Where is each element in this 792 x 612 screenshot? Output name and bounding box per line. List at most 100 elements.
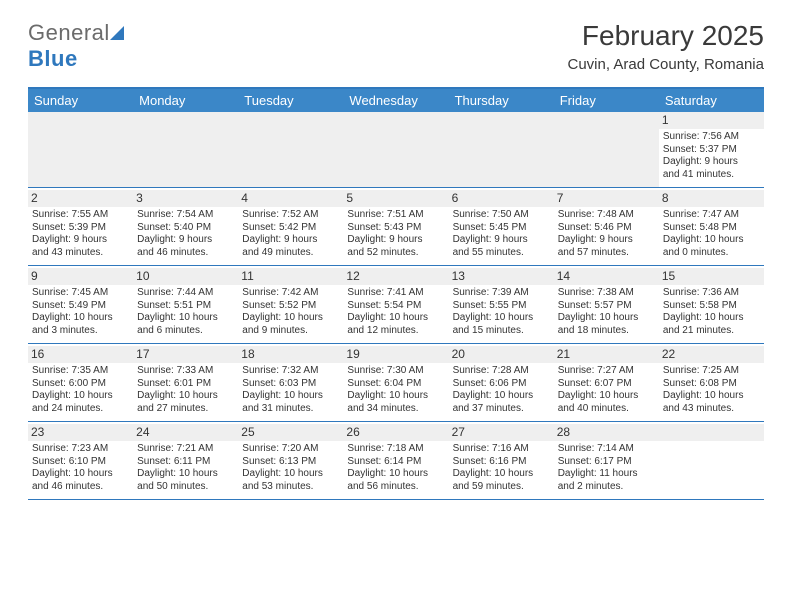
date-number: 28 [554,424,659,441]
daylight-text-2: and 31 minutes. [242,403,339,416]
empty-cell [28,112,133,187]
date-number: 19 [343,346,448,363]
sunrise-text: Sunrise: 7:50 AM [453,209,550,222]
sunrise-text: Sunrise: 7:41 AM [347,287,444,300]
brand-word2: Blue [28,46,78,71]
day-cell: 3Sunrise: 7:54 AMSunset: 5:40 PMDaylight… [133,188,238,265]
date-number: 24 [133,424,238,441]
sunrise-text: Sunrise: 7:21 AM [137,443,234,456]
brand-word1: General [28,20,110,45]
daylight-text-2: and 37 minutes. [453,403,550,416]
empty-cell [659,422,764,499]
daylight-text-2: and 40 minutes. [558,403,655,416]
daylight-text: Daylight: 9 hours [242,234,339,247]
daylight-text-2: and 21 minutes. [663,325,760,338]
sunrise-text: Sunrise: 7:44 AM [137,287,234,300]
week-row-0: 1Sunrise: 7:56 AMSunset: 5:37 PMDaylight… [28,112,764,188]
day-cell: 15Sunrise: 7:36 AMSunset: 5:58 PMDayligh… [659,266,764,343]
daylight-text-2: and 34 minutes. [347,403,444,416]
sunrise-text: Sunrise: 7:35 AM [32,365,129,378]
sunset-text: Sunset: 5:40 PM [137,222,234,235]
day-cell: 24 Sunrise: 7:21 AMSunset: 6:11 PMDayligh… [133,422,238,499]
daylight-text-2: and 3 minutes. [32,325,129,338]
daylight-text-2: and 6 minutes. [137,325,234,338]
sunset-text: Sunset: 6:14 PM [347,456,444,469]
day-cell: 25Sunrise: 7:20 AMSunset: 6:13 PMDayligh… [238,422,343,499]
day-cell: 13Sunrise: 7:39 AMSunset: 5:55 PMDayligh… [449,266,554,343]
daylight-text-2: and 53 minutes. [242,481,339,494]
daylight-text-2: and 52 minutes. [347,247,444,260]
empty-cell [133,112,238,187]
daylight-text: Daylight: 10 hours [663,390,760,403]
empty-cell [343,112,448,187]
sunset-text: Sunset: 6:01 PM [137,378,234,391]
daylight-text: Daylight: 11 hours [558,468,655,481]
week-row: 9Sunrise: 7:45 AMSunset: 5:49 PMDaylight… [28,266,764,344]
sunrise-text: Sunrise: 7:28 AM [453,365,550,378]
daylight-text-2: and 15 minutes. [453,325,550,338]
day-cell: 5Sunrise: 7:51 AMSunset: 5:43 PMDaylight… [343,188,448,265]
daylight-text: Daylight: 9 hours [137,234,234,247]
date-number: 20 [449,346,554,363]
sunset-text: Sunset: 5:39 PM [32,222,129,235]
sunset-text: Sunset: 6:17 PM [558,456,655,469]
daylight-text: Daylight: 10 hours [32,312,129,325]
daylight-text: Daylight: 10 hours [453,390,550,403]
daylight-text-2: and 57 minutes. [558,247,655,260]
sunrise-text: Sunrise: 7:54 AM [137,209,234,222]
sunset-text: Sunset: 6:16 PM [453,456,550,469]
daylight-text: Daylight: 10 hours [453,468,550,481]
date-number: 21 [554,346,659,363]
weekday-header: Monday [133,89,238,112]
sunset-text: Sunset: 5:43 PM [347,222,444,235]
sunrise-text: Sunrise: 7:39 AM [453,287,550,300]
day-cell: 12Sunrise: 7:41 AMSunset: 5:54 PMDayligh… [343,266,448,343]
date-number: 2 [28,190,133,207]
sunrise-text: Sunrise: 7:14 AM [558,443,655,456]
sunset-text: Sunset: 6:03 PM [242,378,339,391]
sunrise-text: Sunrise: 7:47 AM [663,209,760,222]
daylight-text-2: and 59 minutes. [453,481,550,494]
sunset-text: Sunset: 5:52 PM [242,300,339,313]
empty-cell [238,112,343,187]
daylight-text-2: and 12 minutes. [347,325,444,338]
daylight-text: Daylight: 9 hours [663,156,760,169]
sunset-text: Sunset: 5:51 PM [137,300,234,313]
daylight-text: Daylight: 10 hours [137,468,234,481]
day-cell: 9Sunrise: 7:45 AMSunset: 5:49 PMDaylight… [28,266,133,343]
daylight-text-2: and 56 minutes. [347,481,444,494]
sunrise-text: Sunrise: 7:18 AM [347,443,444,456]
day-cell: 7Sunrise: 7:48 AMSunset: 5:46 PMDaylight… [554,188,659,265]
calendar: SundayMondayTuesdayWednesdayThursdayFrid… [28,87,764,500]
daylight-text: Daylight: 10 hours [347,312,444,325]
page-title: February 2025 [568,20,765,52]
sunset-text: Sunset: 6:11 PM [137,456,234,469]
week-row: 16Sunrise: 7:35 AMSunset: 6:00 PMDayligh… [28,344,764,422]
sunset-text: Sunset: 5:49 PM [32,300,129,313]
date-number: 23 [28,424,133,441]
sunset-text: Sunset: 5:37 PM [663,144,760,157]
daylight-text: Daylight: 10 hours [347,390,444,403]
empty-cell [554,112,659,187]
daylight-text: Daylight: 10 hours [137,390,234,403]
date-number: 25 [238,424,343,441]
date-number: 15 [659,268,764,285]
date-number: 8 [659,190,764,207]
day-cell: 22Sunrise: 7:25 AMSunset: 6:08 PMDayligh… [659,344,764,421]
sunrise-text: Sunrise: 7:45 AM [32,287,129,300]
daylight-text-2: and 50 minutes. [137,481,234,494]
sunset-text: Sunset: 6:06 PM [453,378,550,391]
sunrise-text: Sunrise: 7:52 AM [242,209,339,222]
date-number: 26 [343,424,448,441]
sunset-text: Sunset: 6:13 PM [242,456,339,469]
sunrise-text: Sunrise: 7:25 AM [663,365,760,378]
date-number: 18 [238,346,343,363]
sunset-text: Sunset: 6:04 PM [347,378,444,391]
daylight-text-2: and 18 minutes. [558,325,655,338]
sunrise-text: Sunrise: 7:30 AM [347,365,444,378]
sunset-text: Sunset: 6:10 PM [32,456,129,469]
daylight-text: Daylight: 10 hours [242,390,339,403]
sunset-text: Sunset: 5:57 PM [558,300,655,313]
date-number: 7 [554,190,659,207]
daylight-text-2: and 43 minutes. [32,247,129,260]
